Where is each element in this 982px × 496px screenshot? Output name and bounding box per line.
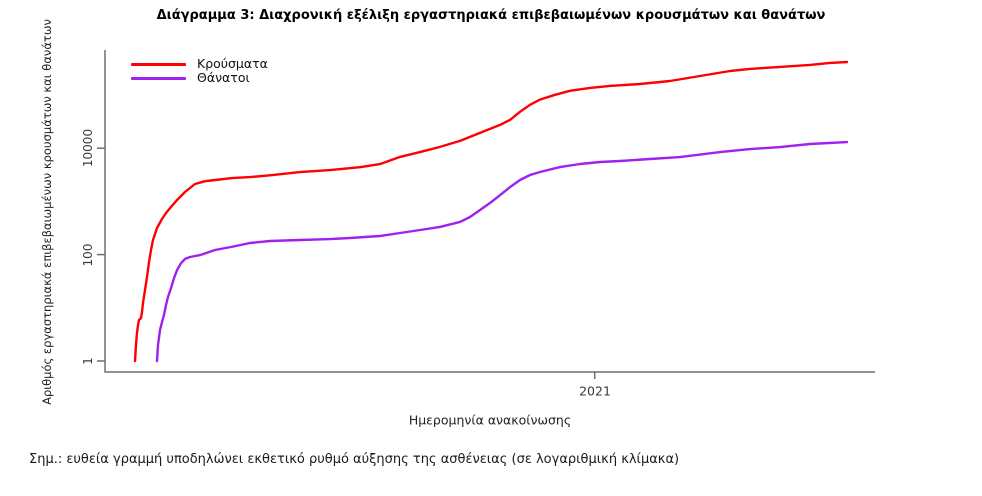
chart-title: Διάγραμμα 3: Διαχρονική εξέλιξη εργαστηρ… bbox=[156, 8, 826, 23]
y-tick-label-1: 1 bbox=[81, 357, 95, 365]
y-tick-label-100: 100 bbox=[81, 243, 95, 267]
axes-lines bbox=[104, 50, 875, 373]
deaths-line bbox=[155, 140, 849, 363]
x-tick-label-2021: 2021 bbox=[579, 383, 611, 399]
y-axis-title: Αριθμός εργαστηριακά επιβεβαιωμένων κρου… bbox=[40, 19, 54, 405]
footnote: Σημ.: ευθεία γραμμή υποδηλώνει εκθετικό … bbox=[29, 452, 680, 467]
legend-label-cases: Κρούσματα bbox=[197, 56, 268, 71]
y-tick-label-10000: 10000 bbox=[81, 128, 95, 168]
legend-item-cases: Κρούσματα bbox=[131, 57, 268, 71]
legend-item-deaths: Θάνατοι bbox=[131, 71, 268, 85]
legend-line-cases-icon bbox=[131, 62, 186, 66]
legend: Κρούσματα Θάνατοι bbox=[131, 57, 268, 85]
legend-line-deaths-icon bbox=[131, 76, 186, 80]
cases-line bbox=[133, 60, 849, 363]
legend-label-deaths: Θάνατοι bbox=[197, 70, 250, 85]
plot-canvas bbox=[97, 50, 875, 379]
x-axis-title: Ημερομηνία ανακοίνωσης bbox=[408, 412, 572, 428]
